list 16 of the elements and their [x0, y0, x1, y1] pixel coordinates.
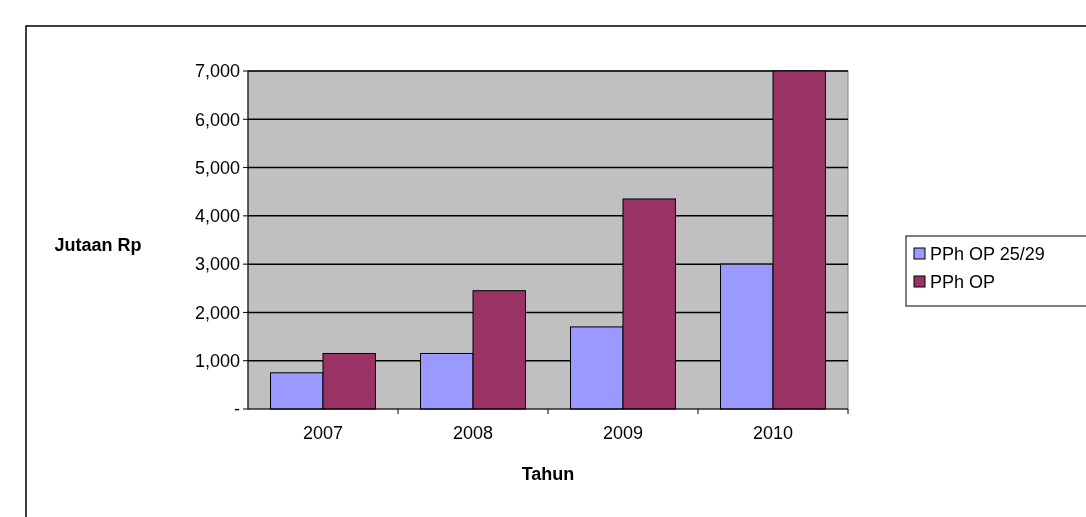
y-tick-label: -: [234, 399, 240, 420]
y-tick-label: 6,000: [194, 109, 240, 130]
legend-label: PPh OP 25/29: [930, 244, 1045, 265]
y-tick-label: 7,000: [194, 61, 240, 82]
y-tick-label: 3,000: [194, 254, 240, 275]
y-tick-label: 1,000: [194, 351, 240, 372]
y-tick-label: 2,000: [194, 302, 240, 323]
y-axis-title: Jutaan Rp: [54, 235, 142, 255]
y-tick-label: 5,000: [194, 157, 240, 178]
x-tick-label: 2009: [602, 423, 644, 443]
x-tick-label: 2010: [752, 423, 794, 443]
y-tick-label: 4,000: [194, 206, 240, 227]
x-tick-label: 2008: [452, 423, 494, 443]
x-tick-label: 2007: [302, 423, 344, 443]
legend-label: PPh OP: [930, 272, 996, 293]
x-axis-title: Tahun: [521, 464, 575, 484]
